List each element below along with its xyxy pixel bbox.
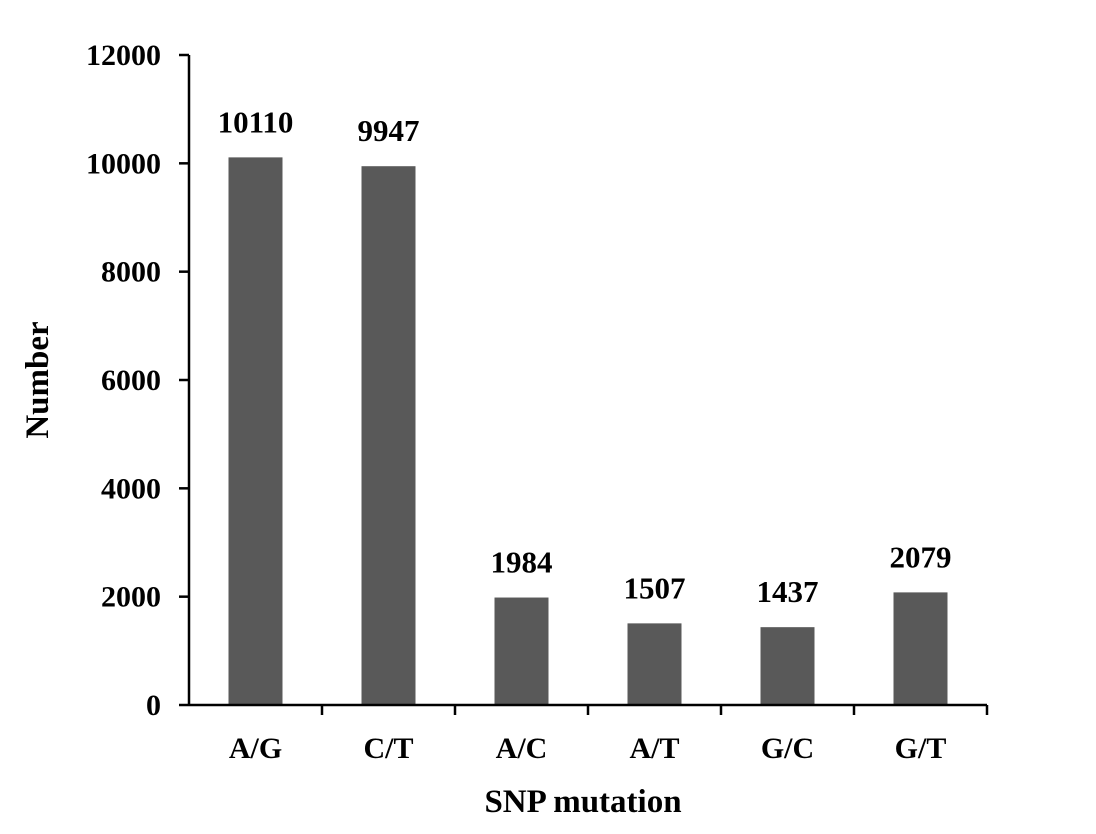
x-category-label: A/T	[629, 732, 679, 765]
y-axis-title: Number	[20, 321, 56, 438]
y-tick-label: 8000	[101, 256, 161, 289]
x-category-label: A/G	[229, 732, 282, 765]
y-tick-label: 12000	[86, 39, 161, 72]
bar-value-label: 9947	[358, 113, 420, 148]
bar	[893, 592, 948, 705]
x-category-label: G/C	[761, 732, 814, 765]
y-tick-label: 10000	[86, 147, 161, 180]
x-category-label: C/T	[363, 732, 413, 765]
x-category-label: G/T	[895, 732, 947, 765]
data-labels-group: 10110 9947 1984 1507 1437 2079	[218, 104, 952, 609]
bar	[494, 597, 549, 705]
x-axis-ticks: A/G C/T A/C A/T G/C G/T	[229, 705, 989, 765]
bar-value-label: 10110	[218, 104, 294, 139]
bar-value-label: 2079	[890, 539, 952, 574]
bars-group	[228, 157, 948, 705]
bar	[361, 166, 416, 705]
y-axis-ticks: 0 2000 4000 6000 8000 10000 12000	[86, 39, 189, 722]
bar-value-label: 1507	[624, 570, 686, 605]
bar-value-label: 1437	[757, 574, 819, 609]
y-tick-label: 0	[146, 689, 161, 722]
bar-value-label: 1984	[491, 545, 553, 580]
y-tick-label: 4000	[101, 472, 161, 505]
x-category-label: A/C	[496, 732, 548, 765]
bar	[627, 623, 682, 705]
y-tick-label: 6000	[101, 364, 161, 397]
x-axis-title: SNP mutation	[484, 784, 681, 820]
bar	[228, 157, 283, 705]
bar	[760, 627, 815, 705]
y-tick-label: 2000	[101, 581, 161, 614]
